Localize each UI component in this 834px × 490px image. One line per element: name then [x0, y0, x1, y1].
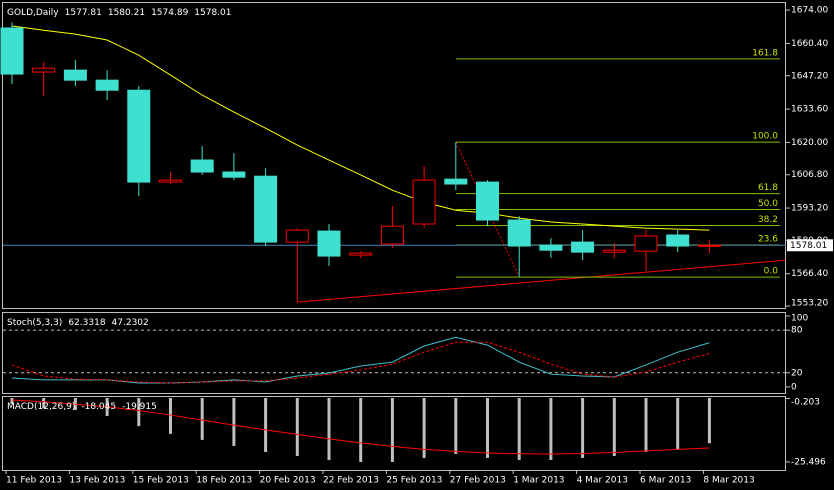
header-title: GOLD,Daily: [7, 8, 59, 18]
candle-body: [127, 89, 151, 183]
y-tick-label: 1553.20: [791, 299, 828, 309]
main-panel-frame: [2, 2, 786, 309]
header-value: -19.915: [122, 402, 157, 412]
indicator-header: GOLD,Daily 1577.81 1580.21 1574.89 1578.01: [7, 8, 232, 18]
x-tick-label: 4 Mar 2013: [577, 476, 628, 486]
fib-label: 23.6: [758, 235, 778, 245]
candle-body: [222, 171, 246, 178]
candle-body: [380, 225, 404, 245]
candle-body: [507, 219, 531, 247]
stoch-panel-frame: [2, 312, 786, 394]
y-tick-label: 1660.40: [791, 39, 828, 49]
candle-body: [444, 178, 468, 185]
candle-body: [349, 252, 373, 256]
x-tick-label: 20 Feb 2013: [260, 476, 316, 486]
candle-body: [539, 244, 563, 251]
candle-body: [190, 159, 214, 173]
header-value: 62.3318: [68, 318, 105, 328]
macd-signal: [11, 399, 710, 455]
header-value: 1580.21: [108, 8, 145, 18]
header-title: MACD(12,26,9): [7, 402, 75, 412]
x-tick-label: 15 Feb 2013: [133, 476, 189, 486]
candle-body: [0, 27, 24, 75]
candle-body: [697, 244, 721, 247]
header-title: Stoch(5,3,3): [7, 318, 62, 328]
fib-label: 61.8: [758, 183, 778, 193]
candle-body: [317, 230, 341, 257]
y-tick-label: 1633.60: [791, 105, 828, 115]
y-tick-label: 80: [791, 326, 803, 336]
header-value: 47.2302: [112, 318, 149, 328]
fib-label: 38.2: [758, 215, 778, 225]
bid-label: 1578.01: [790, 241, 827, 251]
fib-label: 161.8: [752, 48, 778, 58]
stoch-line: [11, 341, 710, 384]
fib-label: 0.0: [764, 267, 779, 277]
y-tick-label: -0.203: [791, 398, 820, 408]
x-tick-label: 13 Feb 2013: [69, 476, 125, 486]
y-tick-label: -25.496: [791, 457, 826, 467]
x-tick-label: 8 Mar 2013: [703, 476, 754, 486]
y-tick-label: 1566.40: [791, 269, 828, 279]
fib-label: 100.0: [752, 132, 778, 142]
y-tick-label: 1647.20: [791, 71, 828, 81]
fib-label: 50.0: [758, 199, 778, 209]
x-tick-label: 18 Feb 2013: [196, 476, 252, 486]
bid-box: [787, 239, 833, 252]
x-tick-label: 25 Feb 2013: [386, 476, 442, 486]
candle-body: [476, 181, 499, 221]
macd-panel-frame: [2, 396, 786, 471]
y-tick-label: 20: [791, 368, 803, 378]
fib-anchor: [455, 141, 520, 278]
candle-body: [95, 79, 119, 91]
indicator-header: Stoch(5,3,3) 62.3318 47.2302: [7, 318, 149, 328]
candle-body: [32, 67, 56, 73]
y-tick-label: 1593.20: [791, 204, 828, 214]
y-tick-label: 100: [791, 314, 808, 324]
candle-body: [412, 179, 436, 225]
x-tick-label: 11 Feb 2013: [6, 476, 62, 486]
x-tick-label: 6 Mar 2013: [640, 476, 691, 486]
header-value: 1578.01: [194, 8, 231, 18]
candle-body: [159, 179, 182, 183]
stoch-line: [11, 336, 710, 384]
y-tick-label: 1620.00: [791, 138, 828, 148]
header-value: -18.045: [81, 402, 116, 412]
moving-average: [11, 25, 710, 231]
candle-body: [571, 241, 595, 253]
y-tick-label: 1606.80: [791, 170, 828, 180]
y-tick-label: 1674.00: [791, 6, 828, 16]
candle-body: [602, 249, 626, 253]
header-value: 1577.81: [65, 8, 102, 18]
trendline: [297, 259, 786, 303]
indicator-header: MACD(12,26,9) -18.045 -19.915: [7, 402, 157, 412]
candle-body: [666, 234, 690, 247]
candle-body: [634, 235, 658, 252]
y-tick-label: 0: [791, 382, 797, 392]
header-value: 1574.89: [151, 8, 188, 18]
candle-body: [285, 229, 309, 243]
candle-body: [254, 175, 278, 243]
x-tick-label: 22 Feb 2013: [323, 476, 379, 486]
candle-body: [63, 69, 87, 81]
x-tick-label: 1 Mar 2013: [513, 476, 564, 486]
x-tick-label: 27 Feb 2013: [450, 476, 506, 486]
